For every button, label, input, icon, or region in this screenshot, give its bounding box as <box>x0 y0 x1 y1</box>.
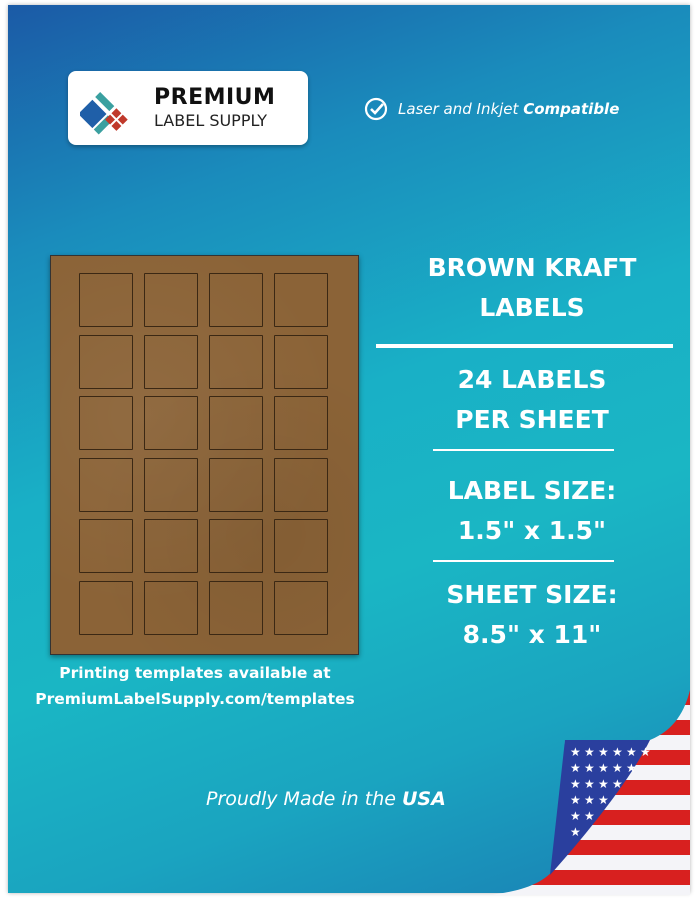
label-square <box>209 396 263 450</box>
usa-bold: USA <box>401 788 446 810</box>
us-flag-page-curl-icon: ★ ★ ★ ★ ★ ★★ ★ ★ ★ ★★ ★ ★ ★★ ★ ★★ ★★ <box>490 690 690 895</box>
label-square <box>274 457 328 512</box>
flag-star: ★ <box>598 793 609 807</box>
flag-star: ★ <box>570 745 581 759</box>
kraft-label-sheet <box>50 255 359 655</box>
compat-bold: Compatible <box>523 100 620 118</box>
divider <box>376 344 673 348</box>
flag-star: ★ <box>570 761 581 775</box>
label-square <box>209 457 263 512</box>
flag-star: ★ <box>640 745 651 759</box>
sheet-size: SHEET SIZE: 8.5" x 11" <box>384 575 680 655</box>
label-square <box>209 334 263 389</box>
flag-star: ★ <box>612 777 623 791</box>
label-square <box>144 519 198 573</box>
templates-url[interactable]: PremiumLabelSupply.com/templates <box>35 690 355 708</box>
label-square <box>144 273 198 327</box>
flag-star: ★ <box>584 793 595 807</box>
flag-stripe <box>490 840 690 855</box>
flag-star: ★ <box>584 777 595 791</box>
label-square <box>274 519 328 573</box>
label-square <box>144 457 198 512</box>
divider <box>433 449 614 451</box>
flag-star: ★ <box>584 809 595 823</box>
flag-star: ★ <box>570 825 581 839</box>
label-size: LABEL SIZE: 1.5" x 1.5" <box>384 471 680 551</box>
compat-prefix: Laser and Inkjet <box>398 100 519 118</box>
sheet-size-line2: 8.5" x 11" <box>462 620 602 649</box>
label-square <box>209 273 263 327</box>
label-square <box>144 396 198 450</box>
divider <box>433 560 614 562</box>
check-circle-icon <box>364 97 388 121</box>
product-line1: BROWN KRAFT <box>427 253 637 282</box>
flag-star: ★ <box>584 761 595 775</box>
flag-star: ★ <box>570 809 581 823</box>
label-square <box>144 334 198 389</box>
made-in-usa: Proudly Made in the USA <box>206 788 446 810</box>
logo-diamond-icon <box>80 92 128 135</box>
label-size-line1: LABEL SIZE: <box>447 476 617 505</box>
flag-star: ★ <box>626 761 637 775</box>
flag-star: ★ <box>598 761 609 775</box>
label-square <box>209 580 263 635</box>
label-square <box>274 580 328 635</box>
usa-prefix: Proudly Made in the <box>206 788 396 810</box>
labels-per-sheet: 24 LABELS PER SHEET <box>384 360 680 440</box>
templates-line1: Printing templates available at <box>59 664 331 682</box>
logo-line2: LABEL SUPPLY <box>154 111 268 130</box>
flag-stripe <box>490 705 690 720</box>
flag-star: ★ <box>612 761 623 775</box>
label-square <box>79 273 133 327</box>
product-line2: LABELS <box>479 293 585 322</box>
flag-stripe <box>490 720 690 735</box>
flag-stripe <box>490 855 690 870</box>
label-square <box>209 519 263 573</box>
product-banner: PREMIUM LABEL SUPPLY Laser and Inkjet Co… <box>8 5 690 893</box>
flag-star: ★ <box>570 777 581 791</box>
logo-line1: PREMIUM <box>154 85 276 110</box>
count-line2: PER SHEET <box>455 405 609 434</box>
compatibility-note: Laser and Inkjet Compatible <box>364 97 619 121</box>
flag-star: ★ <box>570 793 581 807</box>
product-name: BROWN KRAFT LABELS <box>384 248 680 328</box>
count-line1: 24 LABELS <box>457 365 607 394</box>
flag-stripe <box>490 885 690 895</box>
brand-logo: PREMIUM LABEL SUPPLY <box>68 71 308 145</box>
flag-stripe <box>490 870 690 885</box>
label-square <box>274 334 328 389</box>
flag-star: ★ <box>612 745 623 759</box>
sheet-size-line1: SHEET SIZE: <box>446 580 618 609</box>
flag-stripe <box>490 690 690 705</box>
flag-star: ★ <box>598 777 609 791</box>
flag-star: ★ <box>626 745 637 759</box>
label-square <box>79 396 133 450</box>
label-square <box>274 396 328 450</box>
templates-note: Printing templates available at PremiumL… <box>20 660 370 712</box>
label-square <box>79 580 133 635</box>
label-square <box>79 334 133 389</box>
label-square <box>144 580 198 635</box>
label-square <box>79 457 133 512</box>
label-square <box>79 519 133 573</box>
flag-star: ★ <box>598 745 609 759</box>
flag-star: ★ <box>584 745 595 759</box>
label-square <box>274 273 328 327</box>
label-size-line2: 1.5" x 1.5" <box>457 516 607 545</box>
